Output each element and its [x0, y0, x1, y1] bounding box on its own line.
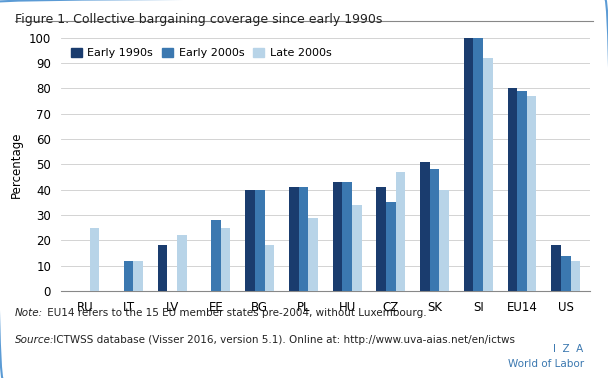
Bar [551, 245, 561, 291]
Bar [89, 228, 99, 291]
Bar [474, 38, 483, 291]
Bar [396, 172, 406, 291]
Bar [483, 58, 492, 291]
Bar [430, 169, 440, 291]
Bar [211, 220, 221, 291]
Bar [527, 96, 536, 291]
Text: I  Z  A: I Z A [553, 344, 584, 354]
Bar [245, 190, 255, 291]
Bar [376, 187, 386, 291]
Text: Note:: Note: [15, 308, 43, 318]
Bar [561, 256, 570, 291]
Bar [133, 261, 143, 291]
Bar [386, 203, 396, 291]
Bar [333, 182, 342, 291]
Bar [420, 162, 430, 291]
Text: World of Labor: World of Labor [508, 359, 584, 369]
Bar [342, 182, 352, 291]
Bar [440, 190, 449, 291]
Bar [464, 38, 474, 291]
Bar [517, 91, 527, 291]
Bar [264, 245, 274, 291]
Bar [570, 261, 580, 291]
Bar [177, 235, 187, 291]
Bar [289, 187, 299, 291]
Bar [255, 190, 264, 291]
Text: Figure 1. Collective bargaining coverage since early 1990s: Figure 1. Collective bargaining coverage… [15, 13, 382, 26]
Bar [299, 187, 308, 291]
Bar [308, 218, 318, 291]
Text: Source:: Source: [15, 335, 55, 344]
Text: EU14 refers to the 15 EU member states pre-2004, without Luxembourg.: EU14 refers to the 15 EU member states p… [44, 308, 426, 318]
Bar [124, 261, 133, 291]
Bar [221, 228, 230, 291]
Bar [508, 88, 517, 291]
Text: ICTWSS database (Visser 2016, version 5.1). Online at: http://www.uva-aias.net/e: ICTWSS database (Visser 2016, version 5.… [50, 335, 515, 344]
Bar [158, 245, 167, 291]
Bar [352, 205, 362, 291]
Legend: Early 1990s, Early 2000s, Late 2000s: Early 1990s, Early 2000s, Late 2000s [66, 43, 336, 63]
Y-axis label: Percentage: Percentage [10, 131, 23, 198]
